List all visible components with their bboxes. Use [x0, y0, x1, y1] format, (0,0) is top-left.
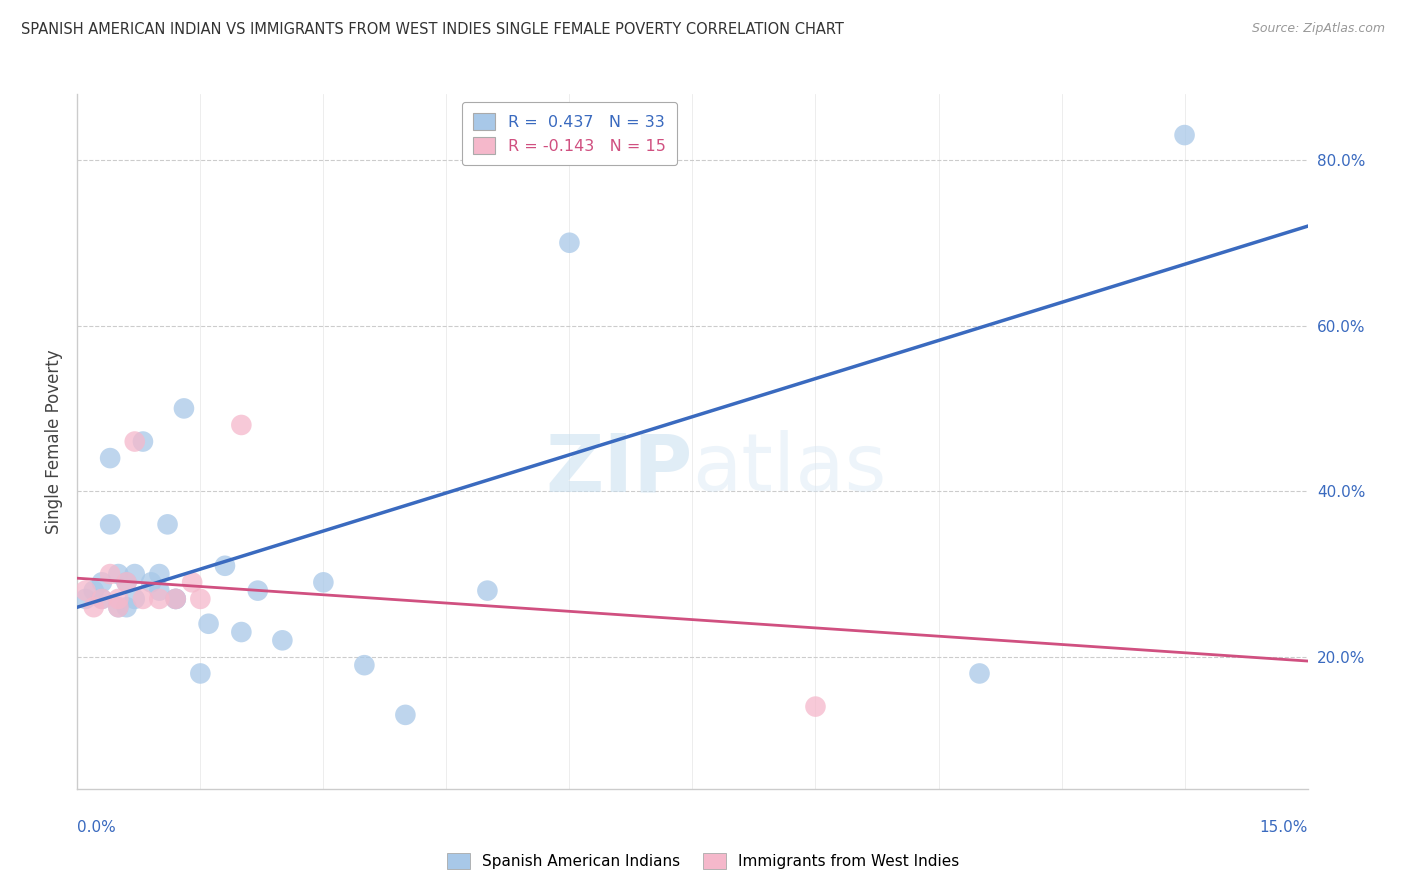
Point: [246, 583, 269, 598]
Point: [132, 434, 155, 449]
Point: [477, 583, 499, 598]
Y-axis label: Single Female Poverty: Single Female Poverty: [45, 350, 63, 533]
Point: [231, 625, 253, 640]
Legend: R =  0.437   N = 33, R = -0.143   N = 15: R = 0.437 N = 33, R = -0.143 N = 15: [461, 102, 678, 165]
Point: [804, 699, 827, 714]
Point: [141, 575, 163, 590]
Point: [124, 434, 146, 449]
Point: [214, 558, 236, 573]
Text: 0.0%: 0.0%: [77, 821, 117, 835]
Text: atlas: atlas: [693, 430, 887, 508]
Point: [148, 567, 170, 582]
Point: [90, 591, 114, 606]
Point: [165, 591, 187, 606]
Text: 15.0%: 15.0%: [1260, 821, 1308, 835]
Point: [148, 583, 170, 598]
Point: [188, 591, 212, 606]
Point: [312, 575, 335, 590]
Text: ZIP: ZIP: [546, 430, 693, 508]
Point: [83, 583, 105, 598]
Text: SPANISH AMERICAN INDIAN VS IMMIGRANTS FROM WEST INDIES SINGLE FEMALE POVERTY COR: SPANISH AMERICAN INDIAN VS IMMIGRANTS FR…: [21, 22, 844, 37]
Point: [98, 567, 121, 582]
Legend: Spanish American Indians, Immigrants from West Indies: Spanish American Indians, Immigrants fro…: [440, 847, 966, 875]
Point: [156, 517, 179, 532]
Point: [75, 591, 97, 606]
Point: [115, 575, 138, 590]
Point: [188, 666, 212, 681]
Point: [90, 575, 114, 590]
Point: [165, 591, 187, 606]
Point: [107, 600, 129, 615]
Point: [969, 666, 991, 681]
Point: [107, 591, 129, 606]
Point: [197, 616, 219, 631]
Point: [558, 235, 581, 250]
Point: [115, 600, 138, 615]
Point: [173, 401, 195, 416]
Point: [165, 591, 187, 606]
Point: [353, 658, 375, 673]
Point: [83, 600, 105, 615]
Point: [107, 600, 129, 615]
Point: [115, 575, 138, 590]
Point: [181, 575, 204, 590]
Point: [107, 567, 129, 582]
Point: [1174, 128, 1197, 142]
Point: [98, 517, 121, 532]
Point: [394, 707, 416, 722]
Point: [90, 591, 114, 606]
Point: [271, 633, 294, 648]
Point: [98, 451, 121, 466]
Point: [148, 591, 170, 606]
Point: [132, 591, 155, 606]
Point: [124, 567, 146, 582]
Point: [124, 591, 146, 606]
Text: Source: ZipAtlas.com: Source: ZipAtlas.com: [1251, 22, 1385, 36]
Point: [231, 417, 253, 432]
Point: [75, 583, 97, 598]
